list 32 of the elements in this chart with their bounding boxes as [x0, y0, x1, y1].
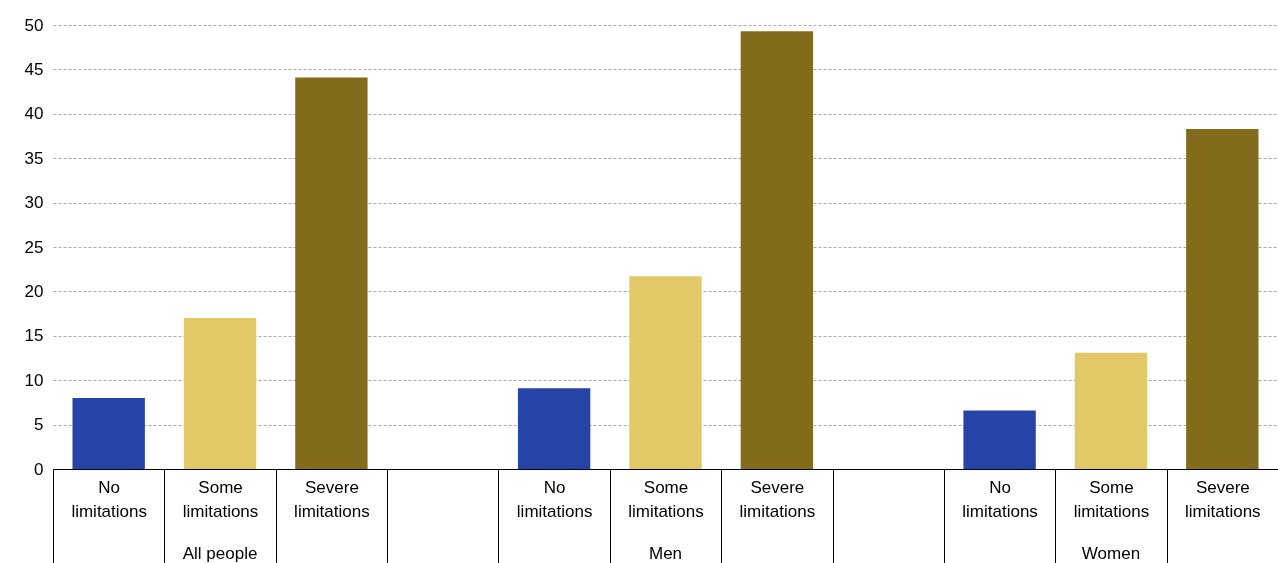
x-tick-label: Severe limitations: [294, 477, 370, 521]
x-tick-label: Some limitations: [628, 477, 704, 521]
bar: [517, 388, 591, 469]
x-tick-label: Severe limitations: [739, 477, 816, 521]
text: Men: [648, 544, 683, 563]
bar: [629, 276, 702, 469]
bar: [183, 318, 257, 469]
bar: [740, 31, 814, 469]
x-tick-label: No limitations: [516, 477, 593, 521]
x-tick-label: No limitations: [962, 477, 1038, 521]
text: All people: [182, 544, 258, 563]
bar: [1186, 128, 1259, 469]
bar: [963, 410, 1036, 469]
y-tick-label: 15: [24, 326, 44, 346]
y-tick-label: 30: [24, 193, 44, 213]
y-tick-label: 0: [34, 459, 44, 479]
x-tick-label: Severe limitations: [1185, 477, 1261, 521]
y-tick-label: 45: [24, 59, 44, 79]
x-tick-label: No limitations: [71, 477, 147, 521]
y-tick-label: 35: [24, 148, 44, 168]
y-tick-label: 10: [24, 370, 44, 390]
text: Women: [1081, 544, 1141, 563]
y-tick-label: 40: [24, 104, 44, 124]
y-tick-label: 25: [24, 237, 44, 257]
bar: [72, 397, 145, 469]
x-tick-label: Some limitations: [1073, 477, 1150, 521]
y-tick-label: 5: [34, 415, 44, 435]
x-tick-label: Some limitations: [182, 477, 259, 521]
bar: [1074, 352, 1148, 469]
y-tick-label: 20: [24, 281, 44, 301]
bar: [295, 77, 368, 469]
y-tick-label: 50: [24, 15, 44, 35]
